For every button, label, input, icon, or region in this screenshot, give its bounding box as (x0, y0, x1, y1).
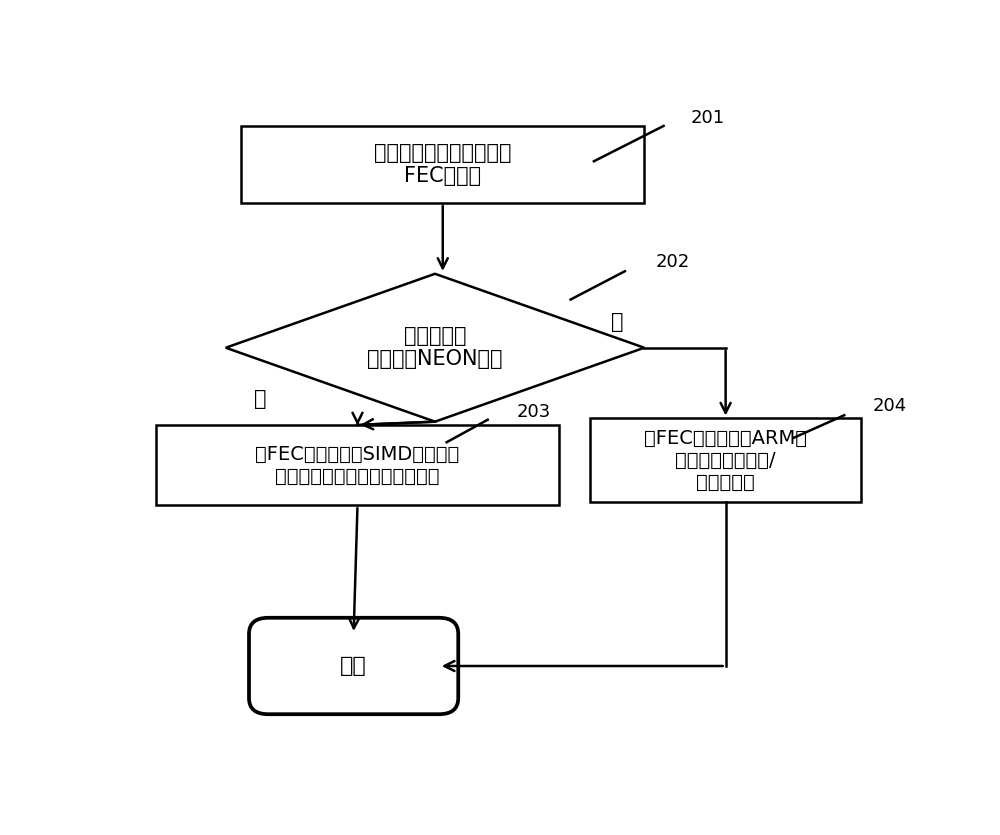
Text: 是: 是 (254, 389, 267, 409)
Text: 202: 202 (656, 253, 690, 271)
Text: 否: 否 (611, 312, 623, 332)
Text: 将FEC数据包通过ARM串
行指令进行异或和/
或迭代解码: 将FEC数据包通过ARM串 行指令进行异或和/ 或迭代解码 (644, 428, 807, 492)
Polygon shape (226, 274, 644, 422)
Text: 将FEC数据包通过SIMD技术进行
并行解码，生成解码后的数据包: 将FEC数据包通过SIMD技术进行 并行解码，生成解码后的数据包 (255, 444, 460, 486)
Text: 接收端接收发送端发送的
FEC数据包: 接收端接收发送端发送的 FEC数据包 (374, 143, 512, 186)
FancyBboxPatch shape (249, 618, 458, 714)
FancyBboxPatch shape (156, 425, 559, 505)
Text: 204: 204 (873, 397, 907, 415)
FancyBboxPatch shape (241, 126, 644, 203)
Text: 201: 201 (691, 109, 725, 127)
Text: 判断本设备
是否支持NEON引擎: 判断本设备 是否支持NEON引擎 (367, 326, 503, 369)
Text: 结束: 结束 (340, 656, 367, 676)
FancyBboxPatch shape (590, 418, 861, 502)
Text: 203: 203 (516, 402, 551, 421)
